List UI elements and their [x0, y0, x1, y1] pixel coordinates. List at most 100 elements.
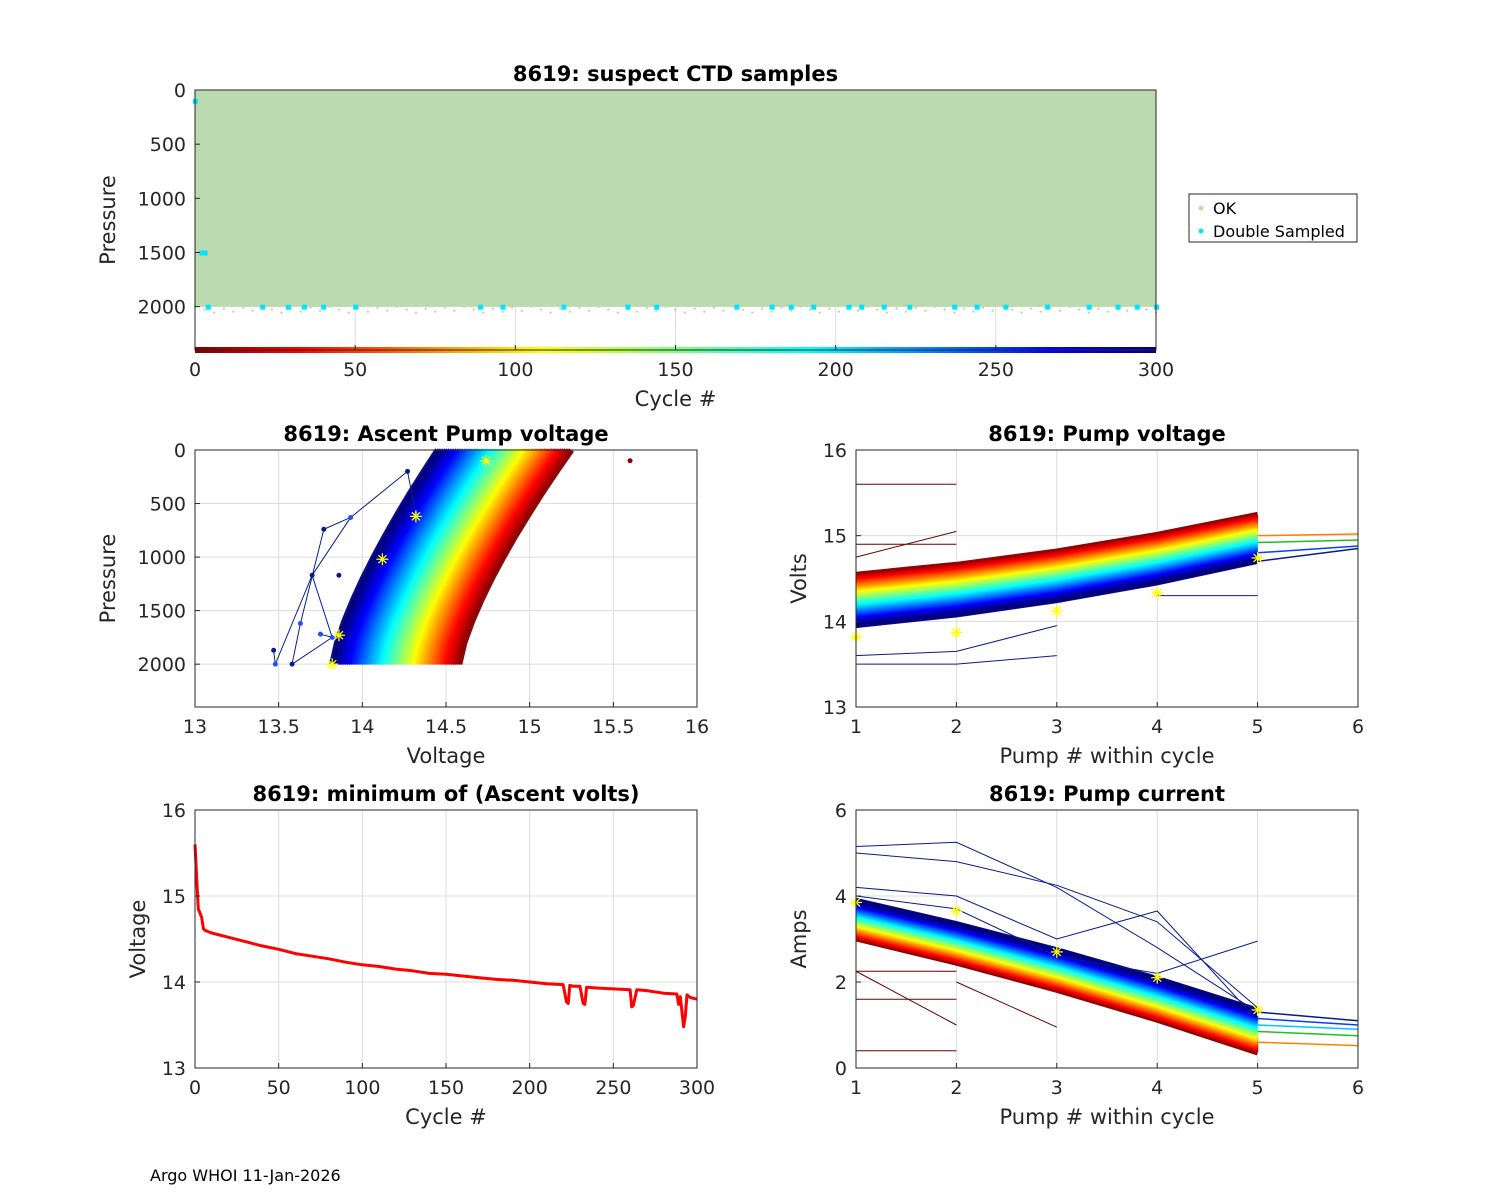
x-tick-label: 150 [428, 1077, 464, 1099]
ok-sample-point [1125, 309, 1129, 312]
star-stroke [1152, 973, 1162, 983]
star-stroke [1052, 947, 1062, 957]
last-cycle-marker [1251, 551, 1264, 564]
double-sampled-point [1003, 304, 1009, 310]
double-sampled-point [202, 250, 208, 256]
y-tick-label: 14 [162, 972, 186, 994]
ok-sample-point [674, 308, 677, 311]
ok-sample-point [1077, 308, 1081, 311]
ok-sample-point [318, 309, 322, 312]
x-tick-label: 1 [850, 716, 862, 738]
ok-sample-point [731, 305, 735, 308]
y-tick-label: 2000 [138, 297, 186, 319]
ok-sample-point [424, 307, 427, 310]
outlier-connector [274, 575, 313, 665]
ok-samples-region [195, 90, 1156, 307]
ok-sample-point [1029, 307, 1033, 310]
double-sampled-point [478, 304, 484, 310]
double-sampled-point [625, 304, 631, 310]
ok-sample-point [549, 311, 552, 314]
x-tick-label: 250 [595, 1077, 631, 1099]
x-tick-label: 3 [1051, 716, 1063, 738]
double-sampled-point [500, 304, 506, 310]
x-tick-label: 200 [512, 1077, 548, 1099]
ok-sample-point [213, 311, 216, 314]
chart-title: 8619: minimum of (Ascent volts) [252, 782, 639, 806]
double-sampled-point [734, 304, 740, 310]
ok-sample-point [232, 310, 235, 313]
double-sampled-point [811, 304, 817, 310]
last-cycle-marker [1151, 587, 1164, 600]
x-tick-label: 6 [1352, 716, 1364, 738]
y-tick-label: 4 [835, 886, 847, 908]
early-cycle-line [855, 530, 957, 558]
ok-sample-point [395, 305, 399, 308]
ok-sample-point [866, 305, 869, 308]
y-axis-label: Amps [787, 909, 811, 968]
late-cycle-line [856, 655, 1057, 665]
y-tick-label: 0 [174, 80, 186, 102]
double-sampled-point [788, 304, 794, 310]
star-stroke [1052, 606, 1062, 616]
star-stroke [1253, 553, 1263, 563]
outlier-point [289, 661, 295, 667]
outlier-point [627, 458, 633, 464]
y-axis-label: Pressure [96, 534, 120, 624]
x-tick-label: 300 [1138, 359, 1174, 381]
ok-sample-point [741, 308, 744, 311]
double-sampled-point [285, 304, 291, 310]
ok-sample-point [328, 305, 331, 308]
x-tick-label: 3 [1051, 1077, 1063, 1099]
double-sampled-point [654, 304, 660, 310]
y-tick-label: 13 [162, 1058, 186, 1080]
ok-sample-point [856, 309, 860, 312]
double-sampled-point [881, 304, 887, 310]
early-cycle-line [855, 970, 957, 1026]
x-tick-label: 5 [1252, 716, 1264, 738]
ok-sample-point [337, 308, 341, 311]
ok-sample-point [462, 305, 466, 308]
chart-title: 8619: Ascent Pump voltage [283, 422, 608, 446]
y-tick-label: 13 [823, 697, 847, 719]
sixth-pump-line [1257, 1030, 1359, 1037]
y-tick-label: 2000 [138, 654, 186, 676]
sixth-pump-line [1257, 1041, 1359, 1047]
x-tick-label: 16 [685, 716, 709, 738]
double-sampled-point [859, 304, 865, 310]
ok-sample-point [280, 311, 283, 314]
ok-sample-point [885, 311, 889, 314]
last-cycle-marker [480, 454, 493, 467]
ok-sample-point [780, 306, 783, 309]
outlier-connector [311, 517, 352, 576]
ok-sample-point [270, 308, 274, 311]
double-sampled-point [769, 304, 775, 310]
x-tick-label: 0 [189, 359, 201, 381]
outlier-connector [323, 517, 351, 530]
y-tick-label: 16 [162, 800, 186, 822]
outlier-point [318, 631, 323, 637]
ok-sample-point [510, 306, 514, 309]
y-tick-label: 16 [823, 440, 847, 462]
sixth-pump-line [1257, 533, 1359, 537]
ok-sample-point [597, 305, 600, 308]
star-stroke [951, 628, 961, 637]
y-tick-label: 1500 [138, 601, 186, 623]
ok-sample-point [241, 306, 245, 309]
ok-sample-point [578, 306, 581, 309]
outlier-connector [407, 471, 417, 515]
y-tick-label: 1500 [138, 243, 186, 265]
x-axis-label: Pump # within cycle [1000, 744, 1215, 768]
x-tick-label: 2 [950, 716, 962, 738]
ok-sample-point [664, 305, 668, 308]
double-sampled-point [301, 304, 307, 310]
double-sampled-point [952, 304, 958, 310]
sixth-pump-line [1257, 539, 1359, 544]
outlier-point [272, 661, 278, 667]
double-sampled-point [1045, 304, 1051, 310]
ok-sample-point [491, 307, 495, 310]
sixth-pump-line [1257, 1011, 1359, 1022]
y-tick-label: 15 [162, 886, 186, 908]
outlier-point [348, 514, 354, 520]
outlier-point [271, 647, 277, 653]
star-stroke [327, 659, 337, 669]
